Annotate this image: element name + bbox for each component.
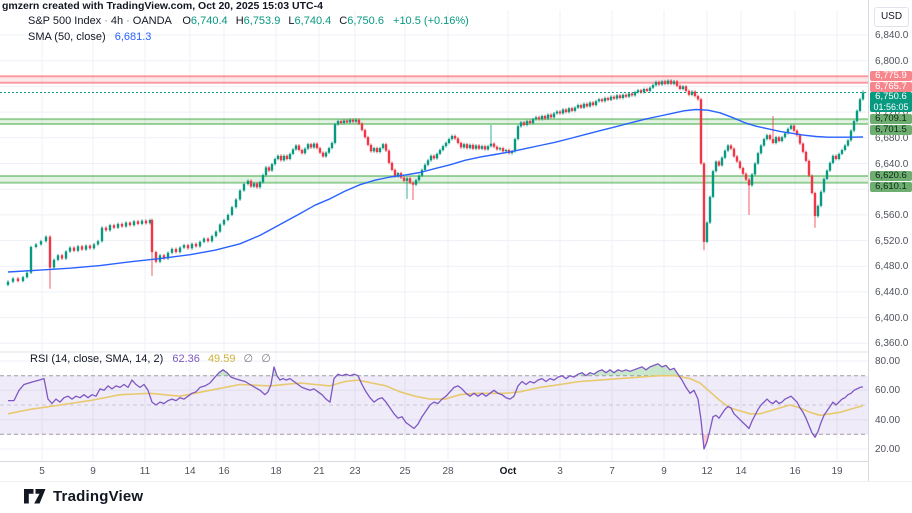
time-tick-label: 3 [557,466,563,477]
price-tick-label: 6,520.0 [875,235,909,247]
footer-strip: TradingView [0,481,912,513]
time-tick-label: 21 [313,466,325,477]
time-tick-label: 23 [349,466,361,477]
time-tick-label: 9 [661,466,667,477]
price-tick-label: 6,440.0 [875,286,909,298]
time-tick-label: 7 [609,466,615,477]
price-tick-label: 6,360.0 [875,338,909,350]
change-value: +10.5 (+0.16%) [393,15,469,27]
sma-legend-row[interactable]: SMA (50, close) 6,681.3 [28,29,469,45]
tradingview-logo-text: TradingView [53,488,144,505]
time-tick-label: 16 [789,466,801,477]
legend-separator: · [104,15,108,27]
rsi-label[interactable]: RSI (14, close, SMA, 14, 2) [30,353,164,365]
time-tick-label: 25 [399,466,411,477]
rsi-empty-value: ∅ [243,353,254,365]
currency-toggle-button[interactable]: USD [874,7,909,27]
sma-label[interactable]: SMA (50, close) [28,31,106,43]
price-tick-label: 6,720.0 [875,107,909,119]
time-tick-label: 28 [442,466,454,477]
symbol-title[interactable]: S&P 500 Index [28,15,102,27]
price-tick-label: 6,560.0 [875,209,909,221]
ohlc-close-label: C [339,15,348,27]
rsi-legend-row[interactable]: RSI (14, close, SMA, 14, 2) 62.36 49.59 … [30,352,271,365]
time-axis[interactable]: 5 9 11 14 16 18 21 23 25 28 Oct 3 7 9 12 14 16 19 [0,461,868,482]
ohlc-open-label: O [182,15,191,27]
ohlc-close-value: 6,750.6 [347,15,384,27]
time-tick-label: 11 [139,466,151,477]
price-axis[interactable]: USD 6,840.0 6,800.0 6,720.0 6,680.0 6,640.0 6… [868,0,912,481]
rsi-empty-value: ∅ [261,353,271,365]
price-level-label: 6,620.6 [870,171,912,181]
price-level-label: 6,701.5 [870,124,912,135]
attribution-text: gmzern created with TradingView.com, Oct… [2,0,323,12]
price-tick-label: 6,400.0 [875,312,909,324]
symbol-legend[interactable]: S&P 500 Index · 4h · OANDA O6,740.4 H6,753.9… [28,13,469,45]
rsi-value: 62.36 [172,353,200,365]
price-tick-label: 6,640.0 [875,158,909,170]
rsi-tick-label: 20.00 [875,444,901,455]
legend-separator: · [126,15,130,27]
rsi-tick-label: 40.00 [875,414,901,426]
time-tick-label: 18 [270,466,282,477]
symbol-exchange[interactable]: OANDA [132,15,172,27]
time-tick-label: 12 [701,466,713,477]
price-tick-label: 6,480.0 [875,261,909,273]
price-tick-label: 6,840.0 [875,30,909,41]
last-price-label: 6,750.6 01:56:05 [870,92,912,113]
price-level-label: 6,775.9 [870,71,912,82]
ohlc-low-value: 6,740.4 [294,15,332,27]
time-tick-label: 5 [39,466,45,477]
price-level-label: 6,765.7 [870,81,912,92]
rsi-tick-label: 80.00 [875,356,901,367]
rsi-sma-value: 49.59 [207,353,236,365]
tradingview-logo[interactable]: TradingView [24,488,143,505]
time-tick-label: 19 [831,466,843,477]
ohlc-low-label: L [288,15,295,27]
price-level-label: 6,709.1 [870,114,912,125]
time-tick-label: 9 [90,466,96,477]
time-tick-label: 14 [184,466,196,477]
time-tick-label: 16 [218,466,230,477]
ohlc-high-value: 6,753.9 [243,15,281,27]
ohlc-open-value: 6,740.4 [190,15,228,27]
price-level-label: 6,610.1 [870,181,912,192]
tradingview-logo-icon [24,489,46,504]
ohlc-high-label: H [235,15,244,27]
price-tick-label: 6,800.0 [875,55,909,67]
rsi-tick-label: 60.00 [875,385,901,397]
price-tick-label: 6,680.0 [875,132,909,144]
sma-value: 6,681.3 [114,31,152,43]
time-tick-label: 14 [735,466,747,477]
bar-countdown: 01:56:05 [873,102,909,113]
symbol-interval[interactable]: 4h [110,15,124,27]
symbol-legend-row[interactable]: S&P 500 Index · 4h · OANDA O6,740.4 H6,753.9… [28,13,469,29]
time-tick-label: Oct [499,466,517,477]
